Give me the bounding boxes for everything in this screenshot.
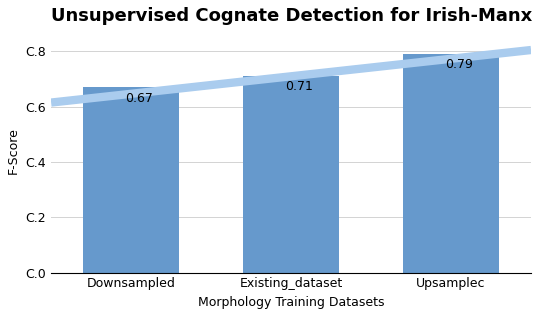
X-axis label: Morphology Training Datasets: Morphology Training Datasets xyxy=(198,296,384,309)
Bar xyxy=(403,54,499,273)
Text: 0.67: 0.67 xyxy=(125,92,153,105)
Bar xyxy=(243,76,339,273)
Text: Unsupervised Cognate Detection for Irish-Manx: Unsupervised Cognate Detection for Irish… xyxy=(51,7,533,25)
Y-axis label: F-Score: F-Score xyxy=(7,128,20,174)
Bar xyxy=(83,87,179,273)
Text: 0.79: 0.79 xyxy=(445,58,473,71)
Text: 0.71: 0.71 xyxy=(285,81,313,94)
